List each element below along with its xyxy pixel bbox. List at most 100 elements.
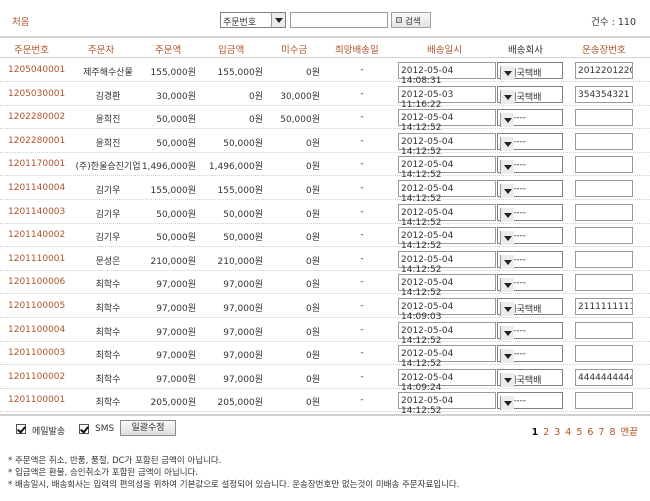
tracking-number-input[interactable] xyxy=(575,345,633,363)
col-desired-date[interactable]: 희망배송일 xyxy=(335,45,379,56)
courier-select[interactable]: 우체국택배 xyxy=(497,298,563,316)
last-page-link[interactable]: 맨끝 xyxy=(620,427,638,438)
courier-select[interactable]: -------- xyxy=(497,203,563,222)
tracking-number-input[interactable] xyxy=(575,274,633,292)
page-link[interactable]: 2 xyxy=(543,427,550,438)
ship-datetime-input[interactable]: 2012-05-04 14:09:24 xyxy=(398,368,496,393)
ship-datetime-input[interactable]: 2012-05-04 14:12:52 xyxy=(398,250,496,275)
ship-datetime-input[interactable]: 2012-05-04 14:12:52 xyxy=(398,203,496,228)
tracking-number-input[interactable] xyxy=(575,109,633,127)
order-number-link[interactable]: 1202280002 xyxy=(8,112,66,123)
ship-datetime-input[interactable]: 2012-05-04 14:12:52 xyxy=(398,274,496,298)
tracking-number-input[interactable]: 354354321 xyxy=(575,85,633,103)
courier-select[interactable]: -------- xyxy=(497,345,563,364)
courier-select[interactable]: -------- xyxy=(497,227,563,246)
ship-datetime-input[interactable]: 2012-05-04 14:12:52 xyxy=(398,345,496,369)
search-field-select[interactable]: 주문번호 xyxy=(220,12,286,28)
col-order-amount[interactable]: 주문액 xyxy=(155,45,182,56)
table-row: 1201140004 김기우 155,000원 155,000원 0원 - 2012-05-… xyxy=(0,177,650,204)
page-link[interactable]: 6 xyxy=(587,427,594,438)
tracking-number-input[interactable] xyxy=(575,250,633,268)
order-number-link[interactable]: 1201140002 xyxy=(8,230,66,241)
chevron-down-icon xyxy=(271,13,285,27)
page-link[interactable]: 8 xyxy=(609,427,616,438)
courier-select[interactable]: -------- xyxy=(497,132,563,151)
order-number-link[interactable]: 1201110001 xyxy=(8,253,66,264)
col-deposit[interactable]: 입금액 xyxy=(218,45,245,56)
desired-date: - xyxy=(360,277,364,288)
order-number-link[interactable]: 1202280001 xyxy=(8,135,66,146)
ship-datetime-input[interactable]: 2012-05-04 14:12:52 xyxy=(398,132,496,157)
courier-select[interactable]: -------- xyxy=(497,321,563,340)
col-tracking[interactable]: 운송장번호 xyxy=(582,45,626,56)
courier-value: 우체국택배 xyxy=(500,92,542,103)
tracking-number-input[interactable] xyxy=(575,227,633,245)
order-amount: 97,000원 xyxy=(156,304,196,314)
order-number-link[interactable]: 1201140003 xyxy=(8,206,66,217)
page-link[interactable]: 5 xyxy=(576,427,583,438)
courier-select[interactable]: 우체국택배 xyxy=(497,85,563,104)
tracking-number-input[interactable] xyxy=(575,156,633,174)
ship-datetime-input[interactable]: 2012-05-04 14:09:03 xyxy=(398,298,496,322)
order-amount: 97,000원 xyxy=(156,374,196,385)
page-link[interactable]: 1 xyxy=(531,427,539,438)
tracking-number-input[interactable]: 2012201220 xyxy=(575,62,633,79)
tracking-number-input[interactable]: 2111111111 xyxy=(575,298,633,315)
page-link[interactable]: 4 xyxy=(565,427,572,438)
unpaid-amount: 0원 xyxy=(305,162,320,173)
courier-select[interactable]: -------- xyxy=(497,274,563,293)
order-number-link[interactable]: 1201100006 xyxy=(8,277,66,288)
courier-select[interactable]: 우체국택배 xyxy=(497,368,563,387)
tracking-number-input[interactable]: 4444444444 xyxy=(575,368,633,386)
order-number-link[interactable]: 1201100002 xyxy=(8,371,66,382)
ship-datetime-input[interactable]: 2012-05-04 14:12:52 xyxy=(398,109,496,133)
tracking-number-input[interactable] xyxy=(575,180,633,197)
page-link[interactable]: 7 xyxy=(598,427,605,438)
col-ship-datetime[interactable]: 배송일시 xyxy=(427,45,462,56)
ship-datetime-input[interactable]: 2012-05-04 14:12:52 xyxy=(398,156,496,180)
ship-datetime-input[interactable]: 2012-05-03 11:16:22 xyxy=(398,85,496,110)
ship-datetime-input[interactable]: 2012-05-04 14:08:31 xyxy=(398,62,496,86)
ship-datetime-input[interactable]: 2012-05-04 14:12:52 xyxy=(398,180,496,204)
ship-datetime-input[interactable]: 2012-05-04 14:12:52 xyxy=(398,227,496,251)
search-button[interactable]: 검색 xyxy=(391,12,431,28)
page-link[interactable]: 3 xyxy=(554,427,561,438)
courier-select[interactable]: -------- xyxy=(497,109,563,128)
order-number-link[interactable]: 1205030001 xyxy=(8,88,66,99)
tracking-number-input[interactable] xyxy=(575,321,633,339)
tracking-number-input[interactable] xyxy=(575,203,633,221)
courier-select[interactable]: -------- xyxy=(497,392,563,411)
order-number-link[interactable]: 1201140004 xyxy=(8,183,66,193)
col-order-no[interactable]: 주문번호 xyxy=(14,45,49,56)
bulk-update-button[interactable]: 일괄수정 xyxy=(120,420,176,436)
deposit-amount: 97,000원 xyxy=(223,327,263,338)
first-link[interactable]: 처음 xyxy=(12,17,30,28)
order-number-link[interactable]: 1201100005 xyxy=(8,301,66,311)
order-number-link[interactable]: 1201100004 xyxy=(8,324,66,335)
order-number-link[interactable]: 1205040001 xyxy=(8,65,66,75)
search-button-label: 검색 xyxy=(405,17,421,27)
tracking-number-input[interactable] xyxy=(575,392,633,410)
tracking-number-input[interactable] xyxy=(575,132,633,150)
ship-datetime-input[interactable]: 2012-05-04 14:12:52 xyxy=(398,321,496,346)
ship-datetime-value: 2012-05-04 14:12:52 xyxy=(401,136,454,157)
deposit-amount: 50,000원 xyxy=(223,138,263,149)
search-bar: 처음 주문번호 검색 건수 : 110 xyxy=(0,10,650,30)
ship-datetime-input[interactable]: 2012-05-04 14:12:52 xyxy=(398,392,496,416)
order-number-link[interactable]: 1201100003 xyxy=(8,348,66,359)
result-count: 건수 : 110 xyxy=(591,17,636,28)
order-number-link[interactable]: 1201170001 xyxy=(8,159,66,170)
chevron-down-icon xyxy=(500,396,514,411)
courier-select[interactable]: -------- xyxy=(497,180,563,198)
courier-select[interactable]: -------- xyxy=(497,250,563,269)
courier-select[interactable]: -------- xyxy=(497,156,563,175)
deposit-amount: 97,000원 xyxy=(223,280,263,291)
order-number-link[interactable]: 1201100001 xyxy=(8,395,66,406)
col-orderer[interactable]: 주문자 xyxy=(88,45,115,56)
col-unpaid[interactable]: 미수금 xyxy=(281,45,308,56)
search-input[interactable] xyxy=(290,12,388,28)
email-checkbox[interactable] xyxy=(16,424,26,434)
desired-date: - xyxy=(360,88,364,99)
courier-select[interactable]: 우체국택배 xyxy=(497,62,563,80)
sms-checkbox[interactable] xyxy=(79,424,89,434)
